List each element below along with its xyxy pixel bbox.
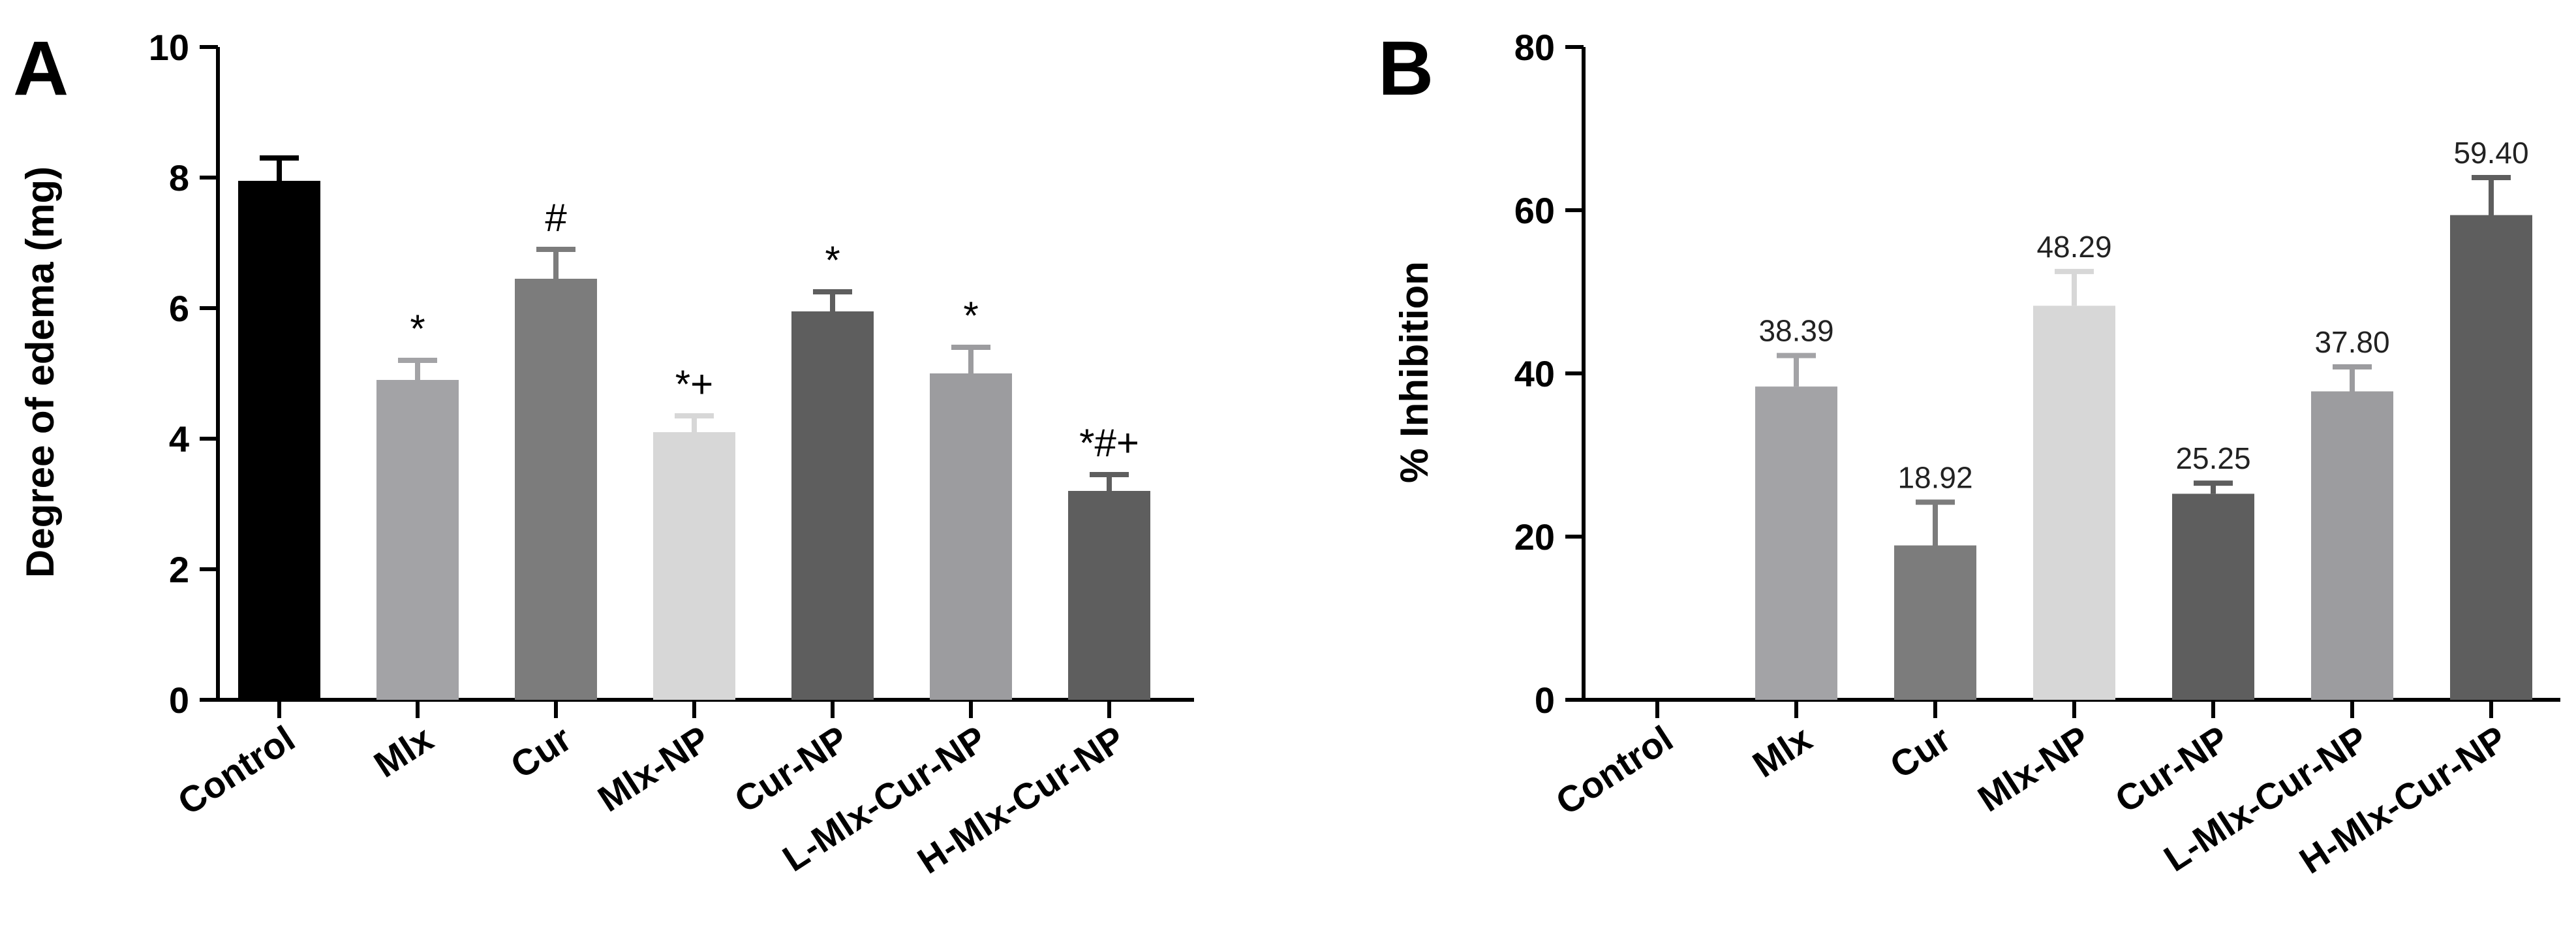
significance-mark: *#+ (1079, 421, 1139, 465)
data-label: 37.80 (2314, 325, 2389, 359)
bar-mlx (376, 380, 459, 700)
category-label: Mlx-NP (1970, 717, 2096, 819)
category-label: Control (1548, 717, 1679, 823)
panel-a-y-tick-label: 10 (149, 27, 189, 68)
panel-b-y-axis-title: % Inhibition (1392, 261, 1436, 483)
panel-a-y-axis-title: Degree of edema (mg) (18, 166, 62, 578)
bar-l-mlx-cur-np (2311, 391, 2393, 700)
panel-b-y-tick-label: 0 (1535, 680, 1555, 721)
significance-mark: # (545, 196, 567, 240)
significance-mark: * (963, 294, 978, 338)
panel-b-y-tick-label: 40 (1514, 353, 1555, 394)
bar-cur (515, 279, 597, 700)
panel-b-y-tick-label: 80 (1514, 27, 1555, 68)
significance-mark: * (825, 238, 840, 282)
panel-a-label: A (13, 25, 69, 112)
panel-a-y-tick-label: 2 (169, 549, 189, 590)
data-label: 38.39 (1758, 314, 1833, 348)
panel-b-label: B (1378, 25, 1434, 112)
panel-a-y-tick-label: 4 (169, 418, 189, 460)
bar-mlx-np (653, 432, 735, 700)
category-label: Mlx (1745, 717, 1819, 785)
panel-a-y-tick-label: 0 (169, 680, 189, 721)
bar-control (238, 181, 320, 700)
panel-b-y-tick-label: 60 (1514, 190, 1555, 231)
data-label: 59.40 (2453, 136, 2528, 170)
bar-h-mlx-cur-np (1068, 491, 1150, 700)
bar-mlx (1755, 386, 1837, 700)
bar-cur (1894, 545, 1976, 700)
category-label: Cur (1882, 717, 1957, 786)
panel-a-y-tick-label: 8 (169, 157, 189, 198)
bar-cur-np (2172, 494, 2254, 700)
panel-a-chart: A Degree of edema (mg) 0 2 4 6 8 10 * # *+ * * *#+… (13, 25, 1194, 881)
significance-mark: * (410, 307, 425, 351)
bar-cur-np (791, 311, 874, 700)
category-label: Cur (503, 717, 578, 786)
category-label: Control (170, 717, 301, 823)
bar-l-mlx-cur-np (930, 373, 1012, 700)
panel-a-y-tick-label: 6 (169, 288, 189, 329)
data-label: 18.92 (1897, 460, 1972, 494)
significance-mark: *+ (675, 362, 713, 406)
category-label: Mlx-NP (590, 717, 716, 819)
data-label: 48.29 (2036, 230, 2111, 264)
category-label: Mlx (367, 717, 440, 785)
bar-mlx-np (2033, 306, 2115, 700)
panel-b-chart: B % Inhibition 0 20 40 60 80 38.39 18.92 48.29… (1378, 25, 2560, 881)
panel-b-y-tick-label: 20 (1514, 516, 1555, 557)
data-label: 25.25 (2175, 441, 2250, 475)
bar-h-mlx-cur-np (2450, 215, 2532, 700)
